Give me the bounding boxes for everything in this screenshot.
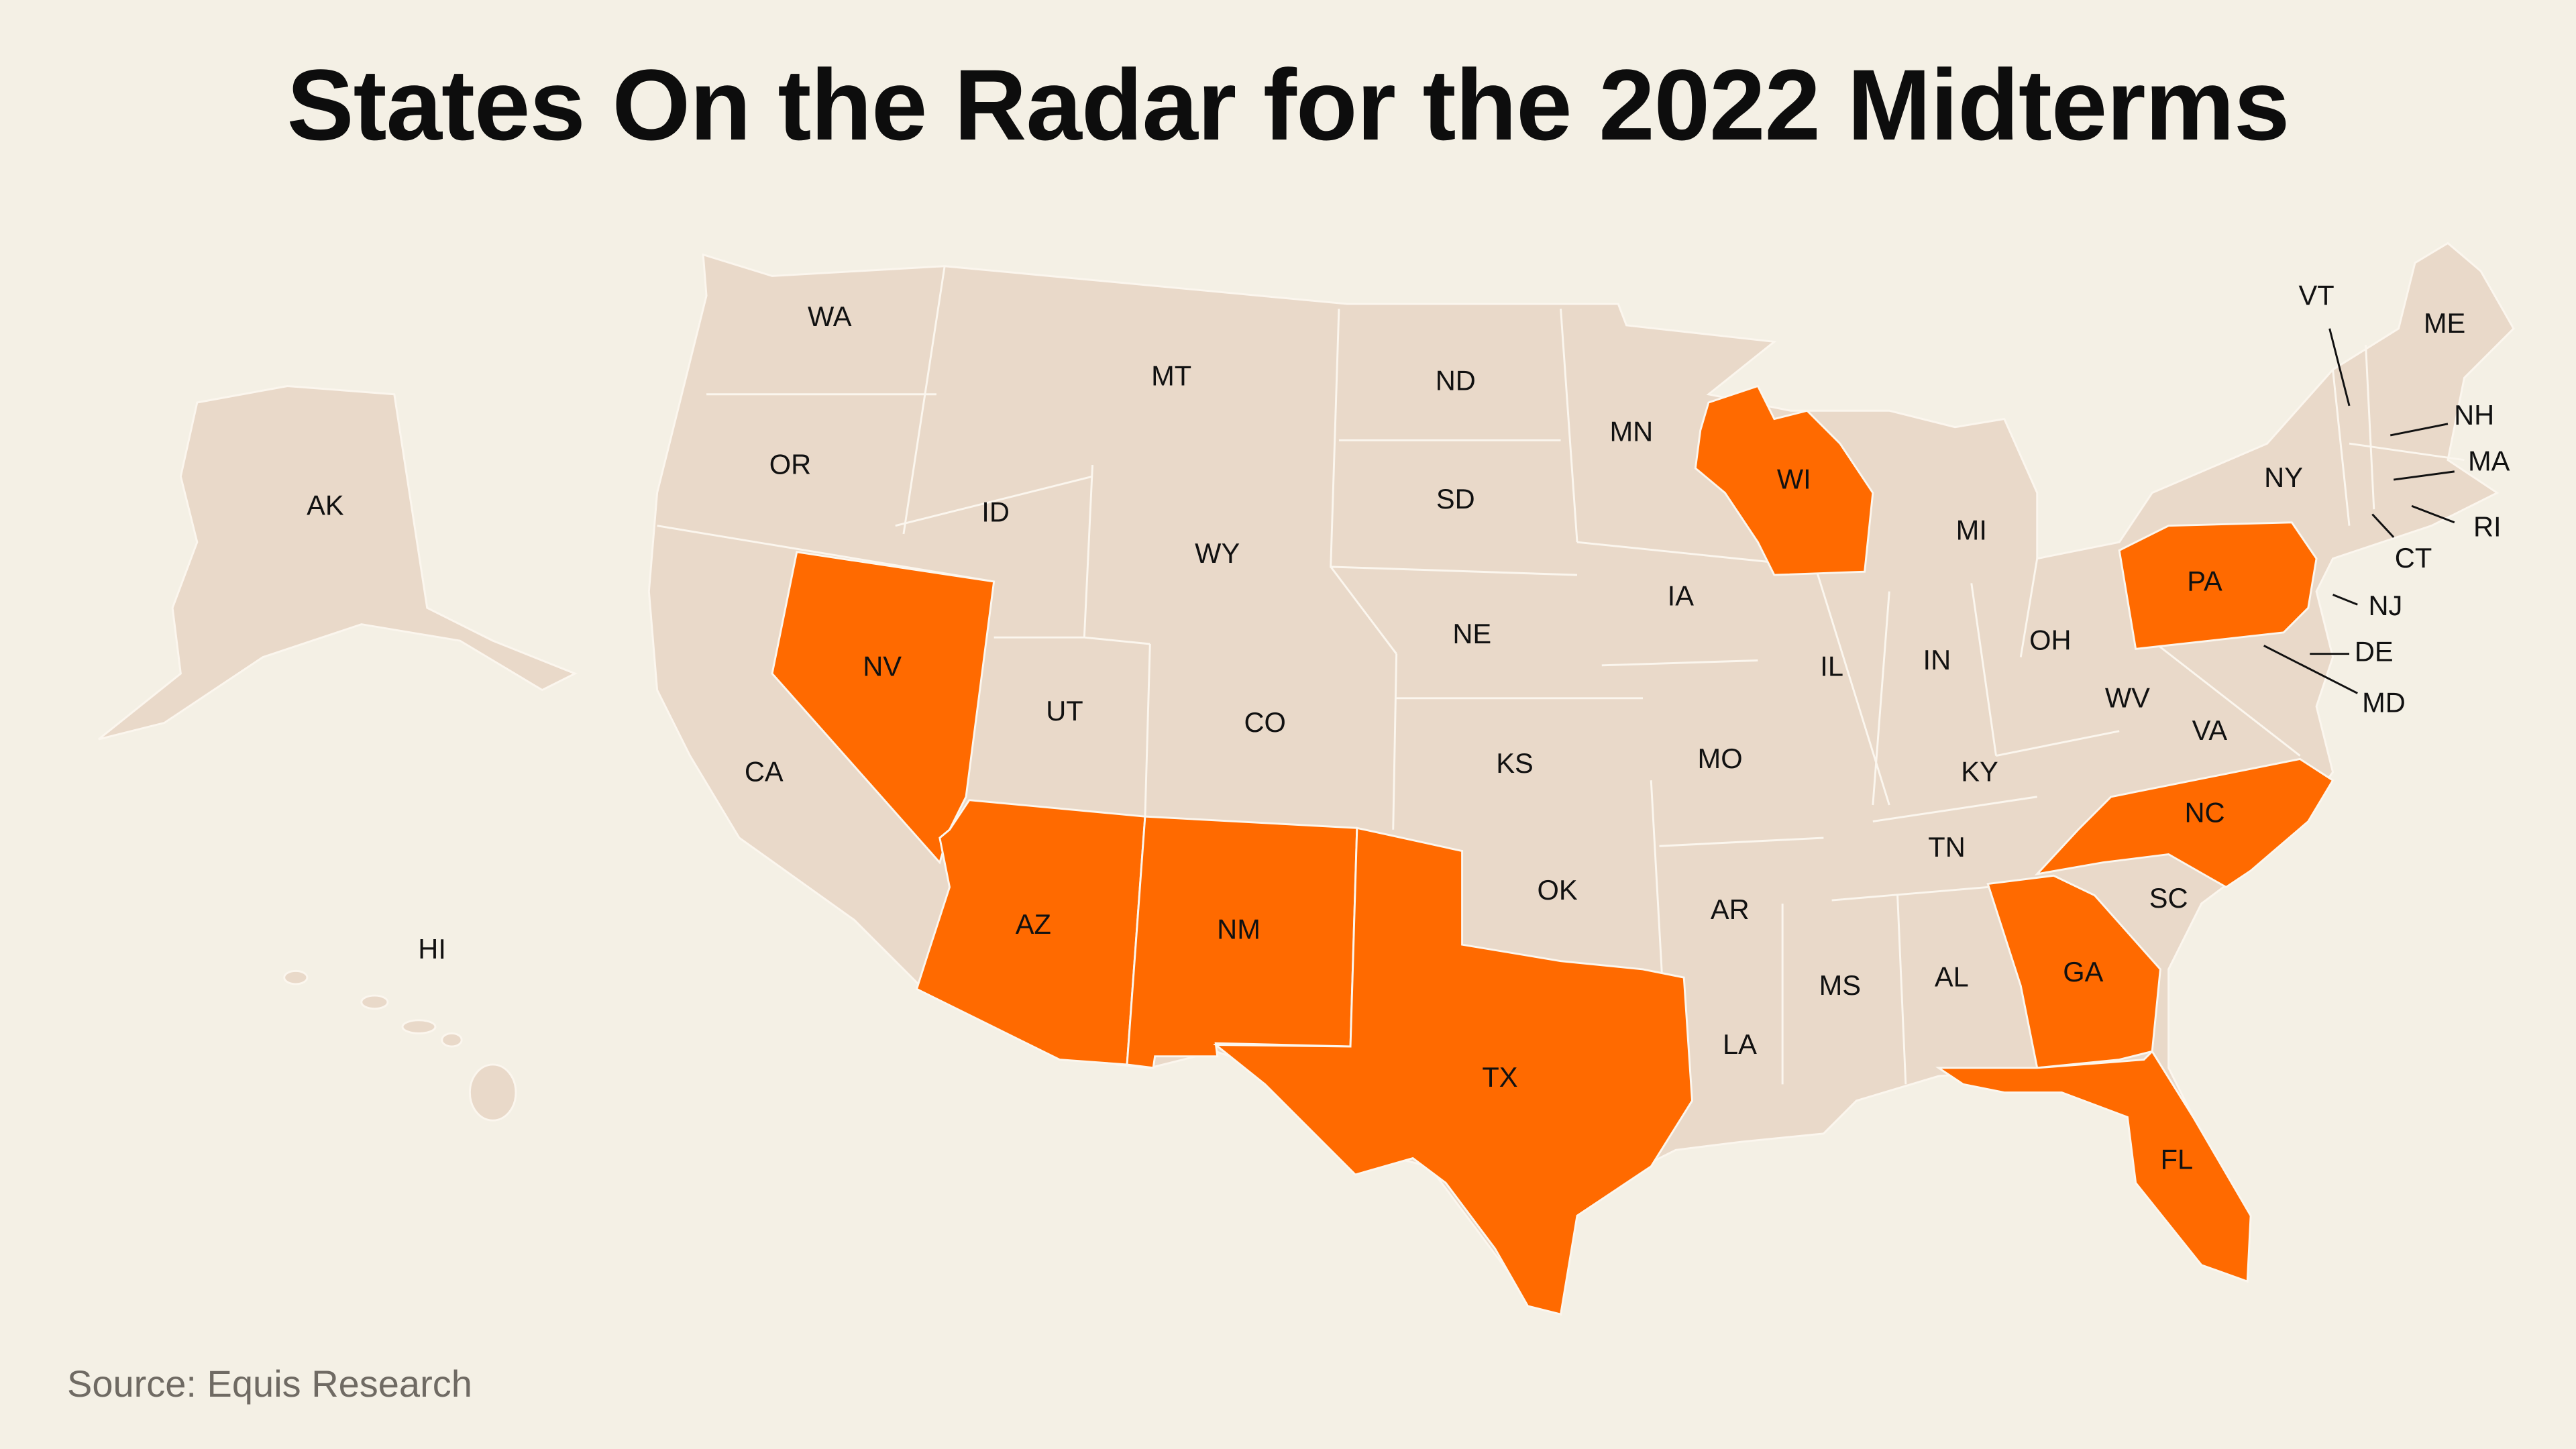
state-label-ma: MA <box>2468 445 2510 477</box>
state-label-ny: NY <box>2264 462 2303 493</box>
state-label-sc: SC <box>2149 882 2188 914</box>
state-hi-island <box>468 1063 517 1122</box>
state-label-in: IN <box>1923 644 1951 676</box>
state-label-ms: MS <box>1819 969 1861 1001</box>
state-hi-island <box>360 994 389 1010</box>
source-note: Source: Equis Research <box>67 1362 472 1405</box>
state-label-nv: NV <box>863 651 902 682</box>
state-label-or: OR <box>769 449 811 480</box>
state-label-mn: MN <box>1609 416 1653 447</box>
state-label-md: MD <box>2362 687 2406 718</box>
state-label-tx: TX <box>1482 1061 1517 1093</box>
state-label-ky: KY <box>1961 755 1998 787</box>
state-label-de: DE <box>2355 636 2394 667</box>
state-label-mi: MI <box>1956 514 1987 545</box>
state-nc <box>2034 757 2334 889</box>
leader-nj <box>2332 594 2358 606</box>
state-label-wv: WV <box>2105 682 2150 713</box>
state-label-ks: KS <box>1496 747 1534 779</box>
map-title: States On the Radar for the 2022 Midterm… <box>286 48 2290 161</box>
state-label-ga: GA <box>2063 956 2103 987</box>
state-label-ne: NE <box>1452 618 1491 649</box>
state-label-wi: WI <box>1777 464 1811 495</box>
state-label-ok: OK <box>1538 874 1578 906</box>
state-label-nd: ND <box>1436 365 1476 396</box>
state-label-wa: WA <box>808 301 852 332</box>
state-pa <box>2118 521 2318 650</box>
state-label-az: AZ <box>1016 908 1051 940</box>
state-hi-island <box>401 1019 437 1034</box>
leader-ma <box>2393 470 2455 481</box>
state-ak <box>98 385 578 741</box>
state-label-nj: NJ <box>2368 590 2402 621</box>
state-label-pa: PA <box>2187 565 2222 596</box>
leader-ct <box>2371 513 2395 538</box>
state-label-vt: VT <box>2298 279 2334 311</box>
state-wi <box>1694 384 1874 576</box>
leader-nh <box>2390 423 2449 437</box>
state-label-va: VA <box>2192 714 2228 746</box>
state-hi-island <box>441 1032 463 1048</box>
state-label-tn: TN <box>1928 831 1965 863</box>
state-fl <box>1935 1050 2252 1283</box>
leader-vt <box>2328 328 2351 407</box>
leader-ri <box>2411 504 2455 524</box>
label-leader-lines <box>2263 328 2455 694</box>
state-label-nh: NH <box>2454 399 2494 431</box>
state-label-id: ID <box>981 496 1010 528</box>
state-label-ar: AR <box>1711 894 1750 925</box>
state-label-ca: CA <box>745 755 784 787</box>
state-label-al: AL <box>1935 961 1969 993</box>
state-label-ri: RI <box>2473 511 2502 543</box>
state-label-nm: NM <box>1217 914 1260 945</box>
state-label-sd: SD <box>1436 483 1475 515</box>
state-label-la: LA <box>1723 1028 1757 1060</box>
state-label-ut: UT <box>1046 695 1083 727</box>
state-label-hi: HI <box>418 933 446 965</box>
state-label-ak: AK <box>307 490 344 521</box>
state-hi-island <box>283 969 309 985</box>
state-label-fl: FL <box>2161 1143 2194 1175</box>
state-label-mo: MO <box>1698 743 1743 774</box>
state-label-me: ME <box>2424 307 2465 339</box>
state-label-co: CO <box>1244 706 1285 738</box>
state-label-nc: NC <box>2184 797 2224 828</box>
state-label-oh: OH <box>2029 625 2071 656</box>
state-label-mt: MT <box>1151 360 1191 391</box>
leader-md <box>2263 645 2358 694</box>
state-label-il: IL <box>1820 651 1843 682</box>
state-label-ct: CT <box>2395 542 2432 574</box>
state-tx <box>1212 826 1693 1316</box>
state-borders <box>657 266 2465 1085</box>
state-label-ia: IA <box>1668 580 1695 611</box>
state-label-wy: WY <box>1195 537 1240 569</box>
